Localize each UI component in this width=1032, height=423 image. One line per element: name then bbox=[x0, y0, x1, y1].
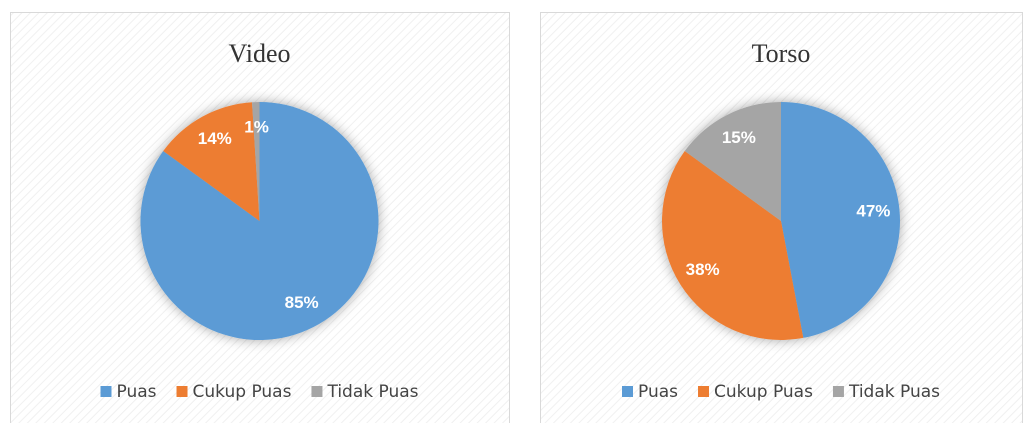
legend-swatch bbox=[100, 386, 112, 397]
data-label: 1% bbox=[244, 118, 269, 137]
data-label: 47% bbox=[856, 202, 890, 221]
pie-panel: Video 85% 14% 1% Puas Cukup Puas Tidak Puas bbox=[10, 12, 510, 423]
legend-label: Puas bbox=[117, 382, 157, 402]
pie-slice bbox=[140, 102, 379, 340]
legend-label: Tidak Puas bbox=[326, 382, 418, 402]
legend-label: Cukup Puas bbox=[714, 382, 813, 402]
legend: Puas Cukup Puas Tidak Puas bbox=[622, 382, 940, 402]
pie-slice bbox=[163, 102, 260, 221]
chart-title: Torso bbox=[752, 39, 811, 68]
data-label: 15% bbox=[722, 128, 756, 147]
legend-swatch bbox=[311, 386, 323, 397]
pie-slice bbox=[684, 102, 781, 221]
data-label: 38% bbox=[686, 260, 720, 279]
legend-swatch bbox=[832, 386, 844, 397]
legend-label: Cukup Puas bbox=[193, 382, 292, 402]
pie-panel: Torso 47% 38% 15% Puas Cukup Puas Tidak Puas bbox=[540, 12, 1023, 423]
chart-title: Video bbox=[229, 39, 291, 68]
legend-label: Puas bbox=[638, 382, 678, 402]
legend-swatch bbox=[622, 386, 633, 397]
legend-label: Tidak Puas bbox=[848, 382, 940, 402]
pie bbox=[140, 102, 379, 340]
data-label: 85% bbox=[285, 293, 319, 312]
pie-slice bbox=[661, 151, 804, 341]
pie-slice bbox=[781, 102, 901, 338]
legend-swatch bbox=[176, 386, 188, 397]
data-label: 14% bbox=[198, 129, 232, 148]
pie-slice bbox=[252, 102, 260, 221]
pie bbox=[661, 102, 901, 341]
legend-swatch bbox=[698, 386, 710, 397]
legend: Puas Cukup Puas Tidak Puas bbox=[100, 382, 419, 402]
